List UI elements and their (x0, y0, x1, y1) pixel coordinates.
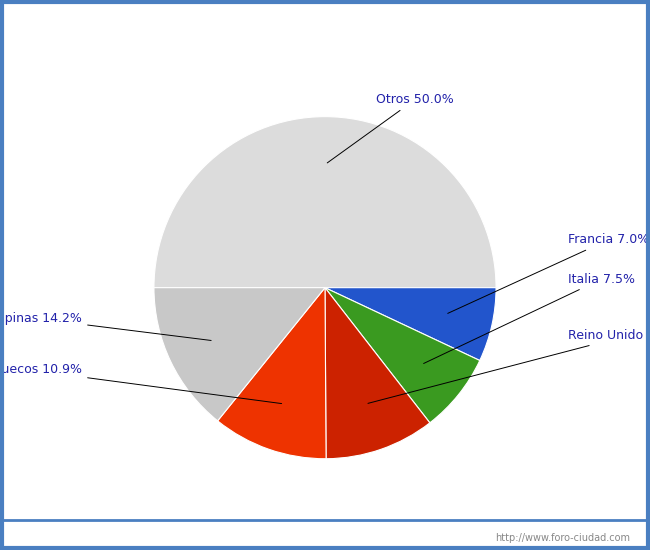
Text: Reino Unido 10.4%: Reino Unido 10.4% (368, 329, 650, 403)
Wedge shape (154, 288, 325, 421)
Wedge shape (325, 288, 480, 423)
Text: Marruecos 10.9%: Marruecos 10.9% (0, 364, 281, 404)
Wedge shape (154, 117, 496, 288)
Wedge shape (218, 288, 326, 459)
Text: Lújar - Turistas extranjeros según país - Agosto de 2024: Lújar - Turistas extranjeros según país … (112, 13, 538, 29)
Text: Otros 50.0%: Otros 50.0% (327, 93, 454, 163)
Text: Italia 7.5%: Italia 7.5% (424, 273, 635, 364)
Wedge shape (325, 288, 496, 360)
Text: http://www.foro-ciudad.com: http://www.foro-ciudad.com (495, 534, 630, 543)
Wedge shape (325, 288, 430, 459)
Text: Francia 7.0%: Francia 7.0% (448, 233, 649, 314)
Text: Filipinas 14.2%: Filipinas 14.2% (0, 312, 211, 340)
